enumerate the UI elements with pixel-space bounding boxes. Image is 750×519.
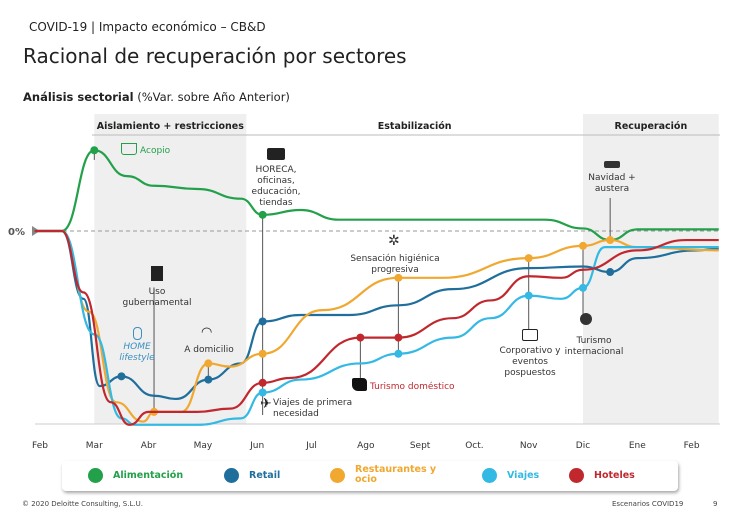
annotation-acopio: Acopio (140, 146, 171, 156)
virus-icon: ✲ (388, 233, 400, 249)
annotation-a-domicilio: A domicilio (184, 345, 234, 355)
legend-label: Hoteles (594, 469, 635, 481)
series-marker (258, 388, 267, 397)
cutlery-icon (330, 467, 345, 483)
x-tick-label: Feb (684, 441, 700, 451)
series-line (34, 229, 719, 426)
x-tick-label: Mar (86, 441, 103, 451)
phase-label: Recuperación (615, 121, 688, 132)
supertitle: COVID-19 | Impacto económico – CB&D (29, 20, 266, 34)
legend-item: Retail (224, 468, 280, 483)
annotation-home-lifestyle: HOME lifestyle (119, 342, 155, 363)
page-title: Racional de recuperación por sectores (23, 44, 407, 68)
series-line (34, 149, 719, 242)
page-number: 9 (713, 500, 718, 508)
series-marker (579, 283, 587, 292)
subtitle-bold: Análisis sectorial (23, 90, 134, 104)
cart-icon (224, 468, 239, 483)
gift-icon (604, 161, 620, 168)
copyright: © 2020 Deloitte Consulting, S.L.U. (22, 500, 143, 508)
phase-label: Aislamiento + restricciones (97, 121, 244, 132)
annotation-turismo-internacional: Turismo internacional (564, 336, 624, 357)
annotation-viajes: Viajes de primera necesidad (273, 398, 353, 419)
annotation-corporativo: Corporativo y eventos pospuestos (499, 346, 561, 378)
series-marker (258, 210, 267, 219)
x-tick-label: Ago (357, 441, 375, 451)
annotation-uso-gubernamental: Uso gubernamental (122, 287, 192, 308)
series-marker (258, 378, 267, 387)
phase-shade (94, 114, 247, 424)
legend-label: Retail (249, 469, 281, 481)
series-marker (606, 268, 615, 277)
footer-section: Escenarios COVID19 (612, 500, 684, 508)
mouse-icon (133, 327, 142, 340)
legend-item: Hoteles (569, 468, 635, 483)
series-marker (394, 349, 403, 358)
x-tick-label: Dic (576, 441, 590, 451)
legend-label: Viajes (507, 469, 540, 481)
wifi-icon: ◠ (201, 325, 213, 340)
series-marker (524, 254, 533, 263)
annotation-turismo-domestico: Turismo doméstico (370, 382, 455, 392)
legend-label: Restaurantes y ocio (355, 464, 437, 485)
series-marker (356, 333, 365, 342)
series-marker (204, 359, 213, 368)
plane-icon: ✈ (260, 396, 272, 412)
zero-label: 0% (8, 227, 25, 238)
x-tick-label: Ene (629, 441, 646, 451)
legend-item: Restaurantes y ocio (330, 465, 440, 485)
x-tick-label: Jul (305, 441, 317, 451)
subtitle-rest: (%Var. sobre Año Anterior) (133, 90, 290, 104)
annotation-navidad: Navidad + austera (588, 173, 636, 194)
annotation-horeca: HORECA, oficinas, educación, tiendas (251, 165, 301, 208)
legend-item: Alimentación (88, 468, 183, 483)
chart-subtitle: Análisis sectorial (%Var. sobre Año Ante… (23, 90, 290, 104)
legend: Alimentación Retail Restaurantes y ocio … (62, 461, 678, 491)
series-marker (204, 375, 213, 384)
legend-item: Viajes (482, 468, 539, 483)
series-marker (579, 241, 587, 250)
bed-icon (569, 468, 584, 483)
plane-icon (482, 468, 497, 483)
x-tick-label: May (194, 441, 213, 451)
x-tick-label: Feb (32, 441, 48, 451)
series-marker (117, 372, 126, 381)
series-marker (90, 146, 99, 155)
series-line (34, 229, 719, 401)
phase-label: Estabilización (378, 121, 452, 132)
shop-icon (267, 148, 285, 160)
series-marker (606, 236, 615, 245)
x-tick-label: Sept (410, 441, 431, 451)
globe-icon (580, 313, 592, 325)
series-marker (394, 273, 403, 282)
series-marker (258, 349, 267, 358)
building-icon (151, 266, 163, 281)
x-tick-label: Jun (249, 441, 264, 451)
legend-label: Alimentación (113, 469, 184, 481)
x-tick-label: Nov (520, 441, 538, 451)
x-tick-label: Abr (141, 441, 157, 451)
apple-icon (88, 468, 103, 483)
annotation-sensacion: Sensación higiénica progresiva (350, 254, 440, 275)
phase-shade (583, 114, 719, 424)
basket-icon (121, 143, 137, 155)
series-marker (258, 317, 267, 326)
series-marker (394, 333, 403, 342)
x-tick-label: Oct. (465, 441, 483, 451)
briefcase-icon (522, 329, 538, 341)
series-marker (524, 291, 533, 300)
spain-map-icon (352, 378, 367, 391)
